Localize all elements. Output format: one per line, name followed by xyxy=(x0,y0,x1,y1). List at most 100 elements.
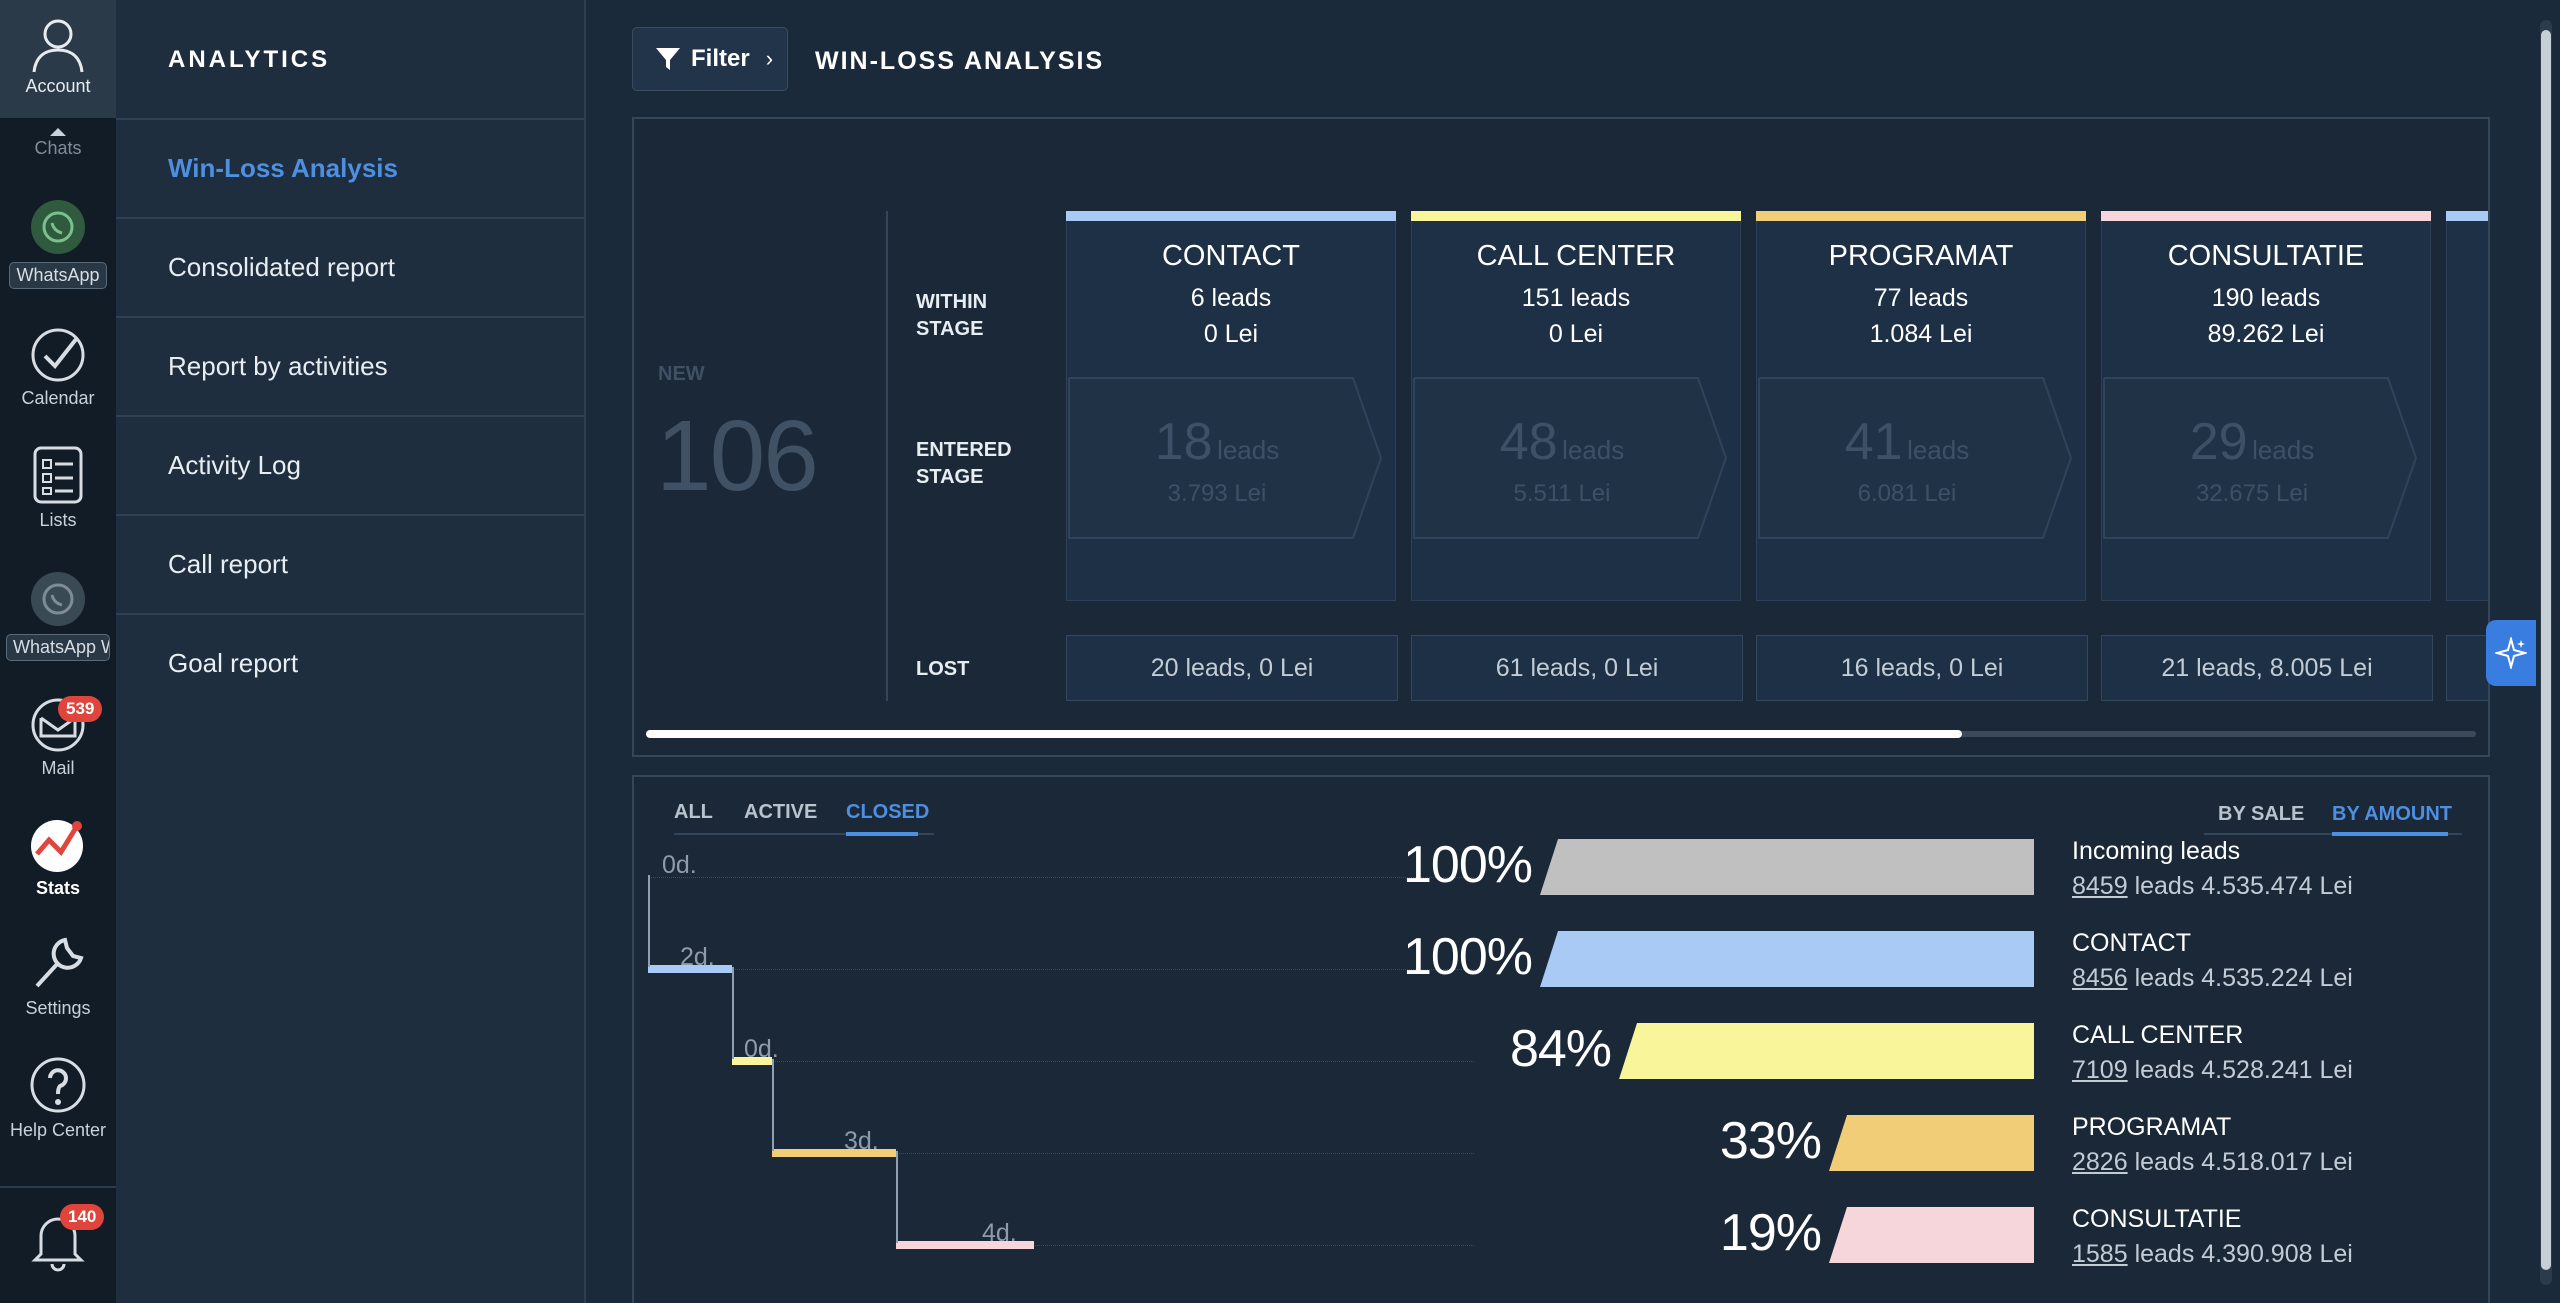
nav-item-report-by-activities[interactable]: Report by activities xyxy=(116,316,584,415)
stage-card[interactable]: CONSULTATIE 190 leads 89.262 Lei 29 lead… xyxy=(2101,211,2431,601)
stage-name: CONTACT xyxy=(2072,929,2191,957)
account-icon xyxy=(32,19,84,73)
conversion-percent: 19% xyxy=(1719,1204,1822,1262)
mail-button[interactable]: Mail 539 xyxy=(0,696,116,779)
filter-label: Filter xyxy=(691,45,750,72)
chats-button[interactable]: Chats xyxy=(0,128,116,159)
settings-button[interactable]: Settings xyxy=(0,932,116,1019)
nav-item-goal-report[interactable]: Goal report xyxy=(116,613,584,712)
row-divider xyxy=(886,211,888,701)
chevron-up-icon xyxy=(50,128,66,136)
tab-all[interactable]: ALL xyxy=(674,801,713,823)
entered-arrow-shape xyxy=(1413,377,1728,539)
help-icon xyxy=(30,1057,86,1113)
icon-rail: Account Chats WhatsApp Calendar Lists Wh… xyxy=(0,0,116,1303)
sort-by-sale[interactable]: BY SALE xyxy=(2218,803,2305,825)
stage-entered-count: 48 leads xyxy=(1499,413,1625,471)
duration-bar xyxy=(732,1057,772,1065)
stage-lost-cell[interactable]: 61 leads, 0 Lei xyxy=(1411,635,1743,701)
lead-count-link[interactable]: 8459 xyxy=(2072,872,2128,900)
whatsapp-label: WhatsApp xyxy=(9,262,107,289)
lead-amount: leads 4.390.908 Lei xyxy=(2127,1240,2353,1268)
whatsapp-web-label: WhatsApp W xyxy=(6,634,110,661)
help-center-button[interactable]: Help Center xyxy=(0,1054,116,1141)
stage-color-bar xyxy=(2446,211,2488,221)
lists-button[interactable]: Lists xyxy=(0,444,116,531)
nav-item-activity-log[interactable]: Activity Log xyxy=(116,415,584,514)
account-button[interactable]: Account xyxy=(0,0,116,118)
stage-detail: 8456 leads 4.535.224 Lei xyxy=(2072,964,2353,993)
stage-entered-amount: 6.081 Lei xyxy=(1857,480,1957,507)
stage-lost-cell[interactable]: 16 leads, 0 Lei xyxy=(1756,635,2088,701)
lead-count-link[interactable]: 8456 xyxy=(2072,964,2128,992)
nav-item-win-loss-analysis[interactable]: Win-Loss Analysis xyxy=(116,118,584,217)
notifications-button[interactable]: 140 xyxy=(0,1204,116,1272)
tab-closed[interactable]: CLOSED xyxy=(846,801,930,823)
horizontal-scrollbar-thumb[interactable] xyxy=(646,730,1962,738)
list-icon xyxy=(33,446,83,504)
stage-detail: 7109 leads 4.528.241 Lei xyxy=(2072,1056,2353,1085)
stage-lost-cell-partial[interactable] xyxy=(2446,635,2488,701)
funnel-icon xyxy=(656,48,680,70)
stage-color-bar xyxy=(1756,211,2086,221)
analytics-nav: ANALYTICS Win-Loss Analysis Consolidated… xyxy=(116,0,586,1303)
stage-color-bar xyxy=(1411,211,1741,221)
conversion-bar xyxy=(1829,1115,2034,1171)
tab-active-indicator xyxy=(846,832,918,836)
conversion-percent: 100% xyxy=(1403,928,1533,986)
tab-active[interactable]: ACTIVE xyxy=(744,801,818,823)
ai-assistant-button[interactable] xyxy=(2486,620,2536,686)
stage-within-amount: 0 Lei xyxy=(1203,320,1259,348)
stats-chart-icon xyxy=(31,820,83,872)
lead-count-link[interactable]: 1585 xyxy=(2072,1240,2128,1268)
row-guide-line xyxy=(772,1153,1474,1154)
duration-label: 0d. xyxy=(662,851,697,879)
nav-item-call-report[interactable]: Call report xyxy=(116,514,584,613)
stats-button[interactable]: Stats xyxy=(0,814,116,899)
stage-card[interactable]: PROGRAMAT 77 leads 1.084 Lei 41 leads 6.… xyxy=(1756,211,2086,601)
whatsapp-button[interactable]: WhatsApp xyxy=(0,198,116,294)
stage-card-partial[interactable] xyxy=(2446,211,2488,601)
entered-arrow-shape xyxy=(2103,377,2418,539)
conversion-bar xyxy=(1540,839,2034,895)
lead-count-link[interactable]: 2826 xyxy=(2072,1148,2128,1176)
calendar-button[interactable]: Calendar xyxy=(0,326,116,409)
mail-label: Mail xyxy=(41,758,75,778)
duration-bar xyxy=(772,1149,896,1157)
stage-within-leads: 6 leads xyxy=(1190,284,1272,312)
lead-amount: leads 4.528.241 Lei xyxy=(2127,1056,2353,1084)
entered-arrow-shape xyxy=(1758,377,2073,539)
stage-entered-count: 18 leads xyxy=(1154,413,1280,471)
stage-card[interactable]: CONTACT 6 leads 0 Lei 18 leads 3.793 Lei xyxy=(1066,211,1396,601)
stage-detail: 2826 leads 4.518.017 Lei xyxy=(2072,1148,2353,1177)
stage-lost-cell[interactable]: 20 leads, 0 Lei xyxy=(1066,635,1398,701)
stage-card[interactable]: CALL CENTER 151 leads 0 Lei 48 leads 5.5… xyxy=(1411,211,1741,601)
nav-item-consolidated-report[interactable]: Consolidated report xyxy=(116,217,584,316)
new-count: 106 xyxy=(656,400,819,512)
stage-lost-cell[interactable]: 21 leads, 8.005 Lei xyxy=(2101,635,2433,701)
row-guide-line xyxy=(648,877,1474,878)
stage-color-bar xyxy=(2101,211,2431,221)
stage-entered-count: 29 leads xyxy=(2189,413,2315,471)
chats-label: Chats xyxy=(34,138,82,158)
stage-name: CONTACT xyxy=(1161,240,1300,272)
stage-name: Incoming leads xyxy=(2072,837,2241,865)
filter-button[interactable]: Filter › xyxy=(632,27,788,91)
whatsapp-web-button[interactable]: WhatsApp W xyxy=(0,570,116,666)
win-loss-funnel-panel: NEW 106 WITHIN STAGE ENTERED STAGE LOST … xyxy=(632,117,2490,757)
whatsapp-icon xyxy=(31,572,85,626)
sort-active-indicator xyxy=(2332,832,2448,836)
account-label: Account xyxy=(25,76,91,96)
within-stage-label: WITHIN STAGE xyxy=(916,291,988,340)
stage-within-amount: 89.262 Lei xyxy=(2207,320,2325,348)
lead-count-link[interactable]: 7109 xyxy=(2072,1056,2128,1084)
page-scrollbar-thumb[interactable] xyxy=(2541,30,2551,1270)
settings-label: Settings xyxy=(25,998,91,1018)
stage-entered-amount: 5.511 Lei xyxy=(1513,480,1611,507)
page-title: WIN-LOSS ANALYSIS xyxy=(815,47,1105,75)
conversion-bar xyxy=(1540,931,2034,987)
sort-by-amount[interactable]: BY AMOUNT xyxy=(2332,803,2452,825)
duration-bar xyxy=(648,965,732,973)
conversion-percent: 100% xyxy=(1403,836,1533,894)
mail-count-badge: 539 xyxy=(58,696,103,722)
